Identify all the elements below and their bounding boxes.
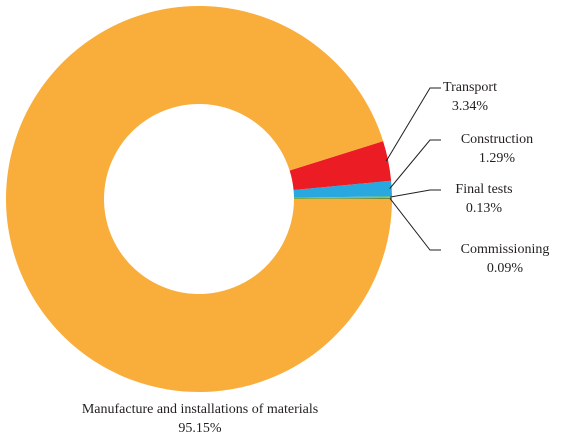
donut-slice (293, 197, 392, 199)
slice-label: Final tests (455, 182, 512, 197)
slice-label: Commissioning (461, 242, 550, 257)
slice-label: Manufacture and installations of materia… (82, 402, 318, 417)
donut-slice (293, 180, 392, 198)
slice-value: 3.34% (452, 99, 489, 114)
slice-value: 95.15% (178, 421, 222, 436)
donut-slice (293, 196, 392, 199)
slice-label: Transport (443, 80, 497, 95)
donut-slice (6, 6, 392, 393)
leader-line (389, 139, 441, 189)
donut-slice (289, 141, 392, 191)
slice-value: 0.13% (466, 201, 503, 216)
leader-line (389, 198, 441, 251)
leader-line (389, 189, 441, 198)
slice-label: Construction (461, 132, 533, 147)
leader-line (385, 87, 441, 162)
slice-value: 1.29% (479, 151, 516, 166)
slice-value: 0.09% (487, 261, 524, 276)
